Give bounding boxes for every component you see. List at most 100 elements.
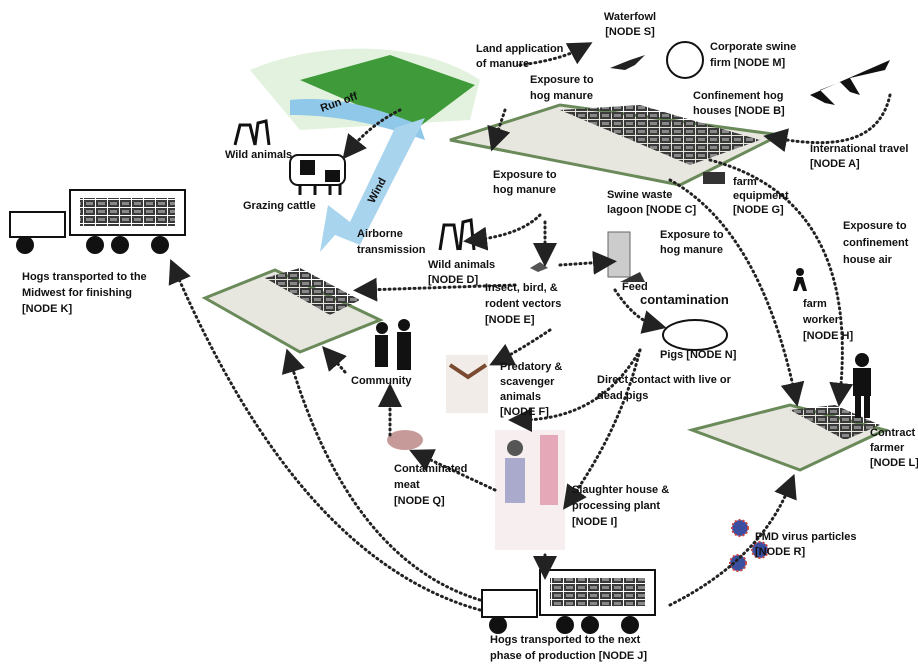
label-line: [NODE K] <box>22 303 72 315</box>
label-line: firm [NODE M] <box>710 57 786 69</box>
node-label: Slaughter house & processing plant [NODE I… <box>572 484 669 528</box>
node-label: Pigs [NODE N] <box>660 349 737 361</box>
pig <box>663 320 727 350</box>
label-line: Exposure to <box>843 220 907 232</box>
node-label: Exposure to confinement house air <box>843 220 909 266</box>
label-line: farmer <box>870 442 905 454</box>
label-line: Midwest for finishing <box>22 287 132 299</box>
label-line: scavenger <box>500 376 555 388</box>
label-line: worker <box>802 314 840 326</box>
label-line: [NODE L] <box>870 457 918 469</box>
label-line: Wild animals <box>225 149 292 161</box>
label-line: phase of production [NODE J] <box>490 650 647 662</box>
label-line: Waterfowl <box>604 11 656 23</box>
predator-icon <box>446 355 488 413</box>
label-line: Airborne <box>357 228 403 240</box>
node-label: Exposure to hog manure <box>493 169 557 196</box>
label-line: Exposure to <box>530 74 594 86</box>
node-label: Swine waste lagoon [NODE C] <box>607 189 697 216</box>
label-line: [NODE S] <box>605 26 655 38</box>
node-label: Exposure to hog manure <box>660 229 724 256</box>
node-label: Corporate swine firm [NODE M] <box>710 41 796 69</box>
wild-animals-icon-2 <box>440 220 474 250</box>
label-line: Wild animals <box>428 259 495 271</box>
node-label: Land application of manure <box>476 43 564 70</box>
label-line: confinement <box>843 237 909 249</box>
label-line: Direct contact with live or <box>597 374 732 386</box>
label-line: FMD virus particles <box>755 531 856 543</box>
label-line: hog manure <box>530 90 593 102</box>
label-line: Contract <box>870 427 916 439</box>
label-line: farm <box>733 176 757 188</box>
label-line: farm <box>803 298 827 310</box>
truck-left <box>10 190 185 254</box>
node-label: Exposure to hog manure <box>530 74 594 102</box>
label-line: rodent vectors <box>485 298 561 310</box>
label-line: [NODE I] <box>572 516 618 528</box>
label-line: Grazing cattle <box>243 200 316 212</box>
label-line: house air <box>843 254 893 266</box>
label-line: [NODE A] <box>810 158 860 170</box>
label-line: Corporate swine <box>710 41 796 53</box>
label-line: transmission <box>357 244 426 256</box>
vector-icon <box>530 262 548 272</box>
node-label: International travel [NODE A] <box>810 143 908 170</box>
label-line: lagoon [NODE C] <box>607 204 697 216</box>
node-label: Contaminated meat [NODE Q] <box>394 463 467 507</box>
label-line: International travel <box>810 143 908 155</box>
node-label: FMD virus particles [NODE R] <box>755 531 856 558</box>
label-line: [NODE G] <box>733 204 784 216</box>
label-line: Hogs transported to the <box>22 271 147 283</box>
label-line: Contaminated <box>394 463 467 475</box>
wild-animals-icon <box>235 121 269 145</box>
label-line: dead pigs <box>597 390 648 402</box>
label-line: animals <box>500 391 541 403</box>
truck-bottom <box>482 570 655 634</box>
node-label: Airborne transmission <box>357 228 426 256</box>
label-line: of manure <box>476 58 529 70</box>
label-line: [NODE H] <box>803 330 853 342</box>
label-line: Hogs transported to the next <box>490 634 641 646</box>
label-line: [NODE E] <box>485 314 535 326</box>
equipment-icon <box>703 172 725 184</box>
node-label: Hogs transported to the Midwest for finis… <box>22 271 147 315</box>
node-label: Insect, bird, & rodent vectors [NODE E] <box>485 282 561 326</box>
node-label: Contract farmer [NODE L] <box>870 427 918 469</box>
label-line: Swine waste <box>607 189 672 201</box>
label-line: meat <box>394 479 420 491</box>
silo <box>608 232 630 277</box>
label-line: Pigs [NODE N] <box>660 349 737 361</box>
label-line: [NODE D] <box>428 274 478 286</box>
label-line: hog manure <box>493 184 556 196</box>
label-line: Insect, bird, & <box>485 282 558 294</box>
label-line: houses [NODE B] <box>693 105 785 117</box>
label-line: Confinement hog <box>693 90 783 102</box>
label-line: contamination <box>640 292 729 307</box>
label-line: Exposure to <box>660 229 724 241</box>
node-label: Grazing cattle <box>243 200 316 212</box>
node-label: Direct contact with live or dead pigs <box>597 374 732 402</box>
label-line: Community <box>351 375 412 387</box>
node-label: Community <box>351 375 412 387</box>
meat-icon <box>387 430 423 450</box>
node-label: Hogs transported to the next phase of pro… <box>490 634 647 662</box>
label-line: processing plant <box>572 500 660 512</box>
money-bag <box>667 42 703 78</box>
waterfowl <box>610 55 645 70</box>
label-line: Land application <box>476 43 564 55</box>
node-label: farm worker [NODE H] <box>802 298 853 342</box>
label-line: hog manure <box>660 244 723 256</box>
label-line: equipment <box>733 190 789 202</box>
label-line: [NODE Q] <box>394 495 445 507</box>
diagram: Waterfowl [NODE S] Land application of manu… <box>0 0 918 666</box>
label-line: Exposure to <box>493 169 557 181</box>
node-label: Wild animals <box>225 149 292 161</box>
node-label: Waterfowl [NODE S] <box>604 11 656 38</box>
label-line: Predatory & <box>500 361 562 373</box>
label-line: [NODE R] <box>755 546 805 558</box>
label-line: Slaughter house & <box>572 484 669 496</box>
plane <box>810 60 890 105</box>
node-label: contamination <box>640 292 729 307</box>
node-label: Confinement hog houses [NODE B] <box>693 90 785 117</box>
